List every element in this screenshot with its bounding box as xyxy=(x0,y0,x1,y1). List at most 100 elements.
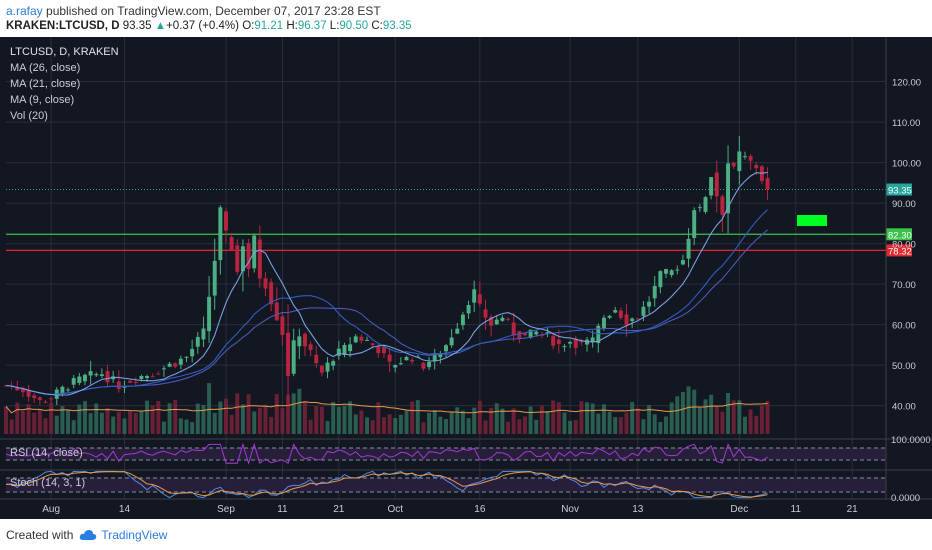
volume-bar xyxy=(122,418,127,434)
candle-body xyxy=(477,294,482,304)
volume-bar xyxy=(4,406,8,434)
volume-bar xyxy=(116,412,121,434)
candle-body xyxy=(314,354,319,364)
x-tick-label: 13 xyxy=(632,504,644,515)
volume-bar xyxy=(647,405,652,434)
volume-bar xyxy=(596,413,601,434)
tradingview-logo[interactable]: TradingView xyxy=(79,528,167,542)
volume-bar xyxy=(240,404,245,434)
volume-bar xyxy=(703,399,708,434)
candle-body xyxy=(573,338,578,348)
legend-ma26[interactable]: MA (26, close) xyxy=(10,62,80,74)
y-tick-label: 80.00 xyxy=(892,240,916,251)
candle-body xyxy=(517,331,522,339)
volume-bar xyxy=(664,416,668,434)
volume-bar xyxy=(37,409,42,434)
volume-bar xyxy=(178,418,183,434)
volume-bar xyxy=(195,403,200,434)
volume-bar xyxy=(686,386,691,434)
volume-bar xyxy=(224,398,228,434)
level-tag xyxy=(886,244,912,257)
candle-body xyxy=(161,368,166,370)
rsi-label[interactable]: RSI (14, close) xyxy=(10,447,83,459)
candle-body xyxy=(99,374,104,376)
candle-body xyxy=(438,353,443,358)
candle-body xyxy=(32,395,37,399)
volume-bar xyxy=(201,404,206,434)
candle-body xyxy=(494,319,499,325)
candle-body xyxy=(652,285,657,299)
candle-body xyxy=(664,269,668,274)
candle-body xyxy=(353,336,358,343)
volume-bar xyxy=(489,407,494,434)
stoch-d-line xyxy=(5,471,768,498)
legend-ma9[interactable]: MA (9, close) xyxy=(10,94,74,106)
candle-body xyxy=(726,163,731,214)
price-chart[interactable]: 82.30 78.32 93.35 40.00 50.00 60.00 70.00 80.0… xyxy=(0,37,932,519)
candle-body xyxy=(398,363,403,365)
stoch-label[interactable]: Stoch (14, 3, 1) xyxy=(10,477,85,489)
legend-vol[interactable]: Vol (20) xyxy=(10,110,48,122)
volume-bar xyxy=(500,408,505,434)
volume-bar xyxy=(314,406,319,434)
candle-body xyxy=(449,337,454,346)
candle-body xyxy=(404,356,409,361)
volume-bar xyxy=(680,391,685,434)
volume-bar xyxy=(404,410,409,434)
candle-body xyxy=(635,318,640,320)
legend-title: LTCUSD, D, KRAKEN xyxy=(10,46,119,58)
volume-bar xyxy=(483,420,488,434)
volume-bar xyxy=(658,422,663,434)
volume-bar xyxy=(246,394,251,434)
candle-body xyxy=(224,211,228,231)
volume-bar xyxy=(748,409,753,434)
volume-bar xyxy=(145,400,149,434)
candle-body xyxy=(658,271,663,288)
price-change: +0.37 (+0.4%) xyxy=(166,20,239,32)
x-tick-label: 14 xyxy=(119,504,131,515)
candle-body xyxy=(630,318,635,322)
candle-body xyxy=(195,336,200,347)
level-tag-label: 78.32 xyxy=(888,246,912,257)
candle-body xyxy=(274,302,279,321)
volume-bar xyxy=(319,406,324,434)
volume-bar xyxy=(54,415,59,434)
candle-body xyxy=(370,343,375,346)
volume-bar xyxy=(60,406,65,434)
candle-body xyxy=(381,346,386,354)
volume-bar xyxy=(472,407,477,434)
volume-bar xyxy=(449,411,454,434)
up-arrow-icon: ▲ xyxy=(154,20,167,32)
volume-bar xyxy=(534,419,539,434)
candle-body xyxy=(184,356,189,358)
candle-body xyxy=(365,339,369,341)
close-label: C: xyxy=(371,20,383,32)
volume-bar xyxy=(511,408,516,434)
author-link[interactable]: a.rafay xyxy=(6,4,43,18)
legend-ma21[interactable]: MA (21, close) xyxy=(10,78,80,90)
candle-body xyxy=(167,363,172,367)
candle-body xyxy=(139,375,144,380)
volume-bar xyxy=(15,402,20,434)
last-price-tag xyxy=(886,183,912,196)
candle-body xyxy=(511,322,516,336)
volume-bar xyxy=(754,415,759,434)
candle-body xyxy=(43,401,48,403)
volume-bar xyxy=(83,401,87,434)
volume-bar xyxy=(348,401,353,434)
x-tick-label: 11 xyxy=(277,504,288,515)
open-label: O: xyxy=(242,20,255,32)
candle-body xyxy=(432,353,437,362)
volume-bar xyxy=(105,408,110,434)
volume-bar xyxy=(128,411,133,434)
footer-created-with: Created with xyxy=(6,528,74,542)
volume-bar xyxy=(381,417,386,434)
candle-body xyxy=(178,358,183,365)
high-value: 96.37 xyxy=(297,20,327,32)
volume-bar xyxy=(421,422,426,434)
candle-body xyxy=(190,348,195,357)
volume-bar xyxy=(77,404,82,434)
candle-body xyxy=(483,309,488,318)
candle-body xyxy=(116,381,121,390)
y-tick-label: 50.00 xyxy=(892,361,916,372)
